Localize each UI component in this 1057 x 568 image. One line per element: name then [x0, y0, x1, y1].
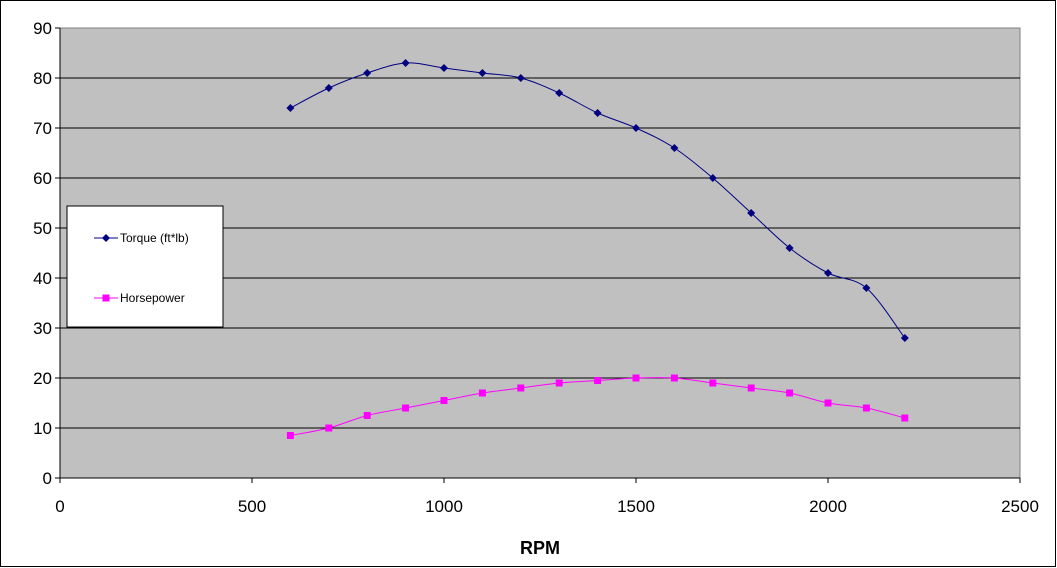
x-tick-label: 500 — [238, 497, 266, 516]
legend: Torque (ft*lb) Horsepower — [66, 205, 224, 328]
x-tick-label: 2500 — [1001, 497, 1039, 516]
data-point — [901, 414, 909, 422]
legend-label-torque: Torque (ft*lb) — [120, 231, 189, 245]
y-tick-label: 60 — [33, 169, 52, 188]
legend-label-horsepower: Horsepower — [120, 291, 185, 305]
data-point — [555, 89, 564, 97]
data-point — [862, 284, 871, 292]
data-point — [862, 404, 870, 412]
y-tick-label: 80 — [33, 69, 52, 88]
legend-box — [66, 205, 224, 328]
y-tick-label: 10 — [33, 419, 52, 438]
data-point — [824, 269, 832, 277]
legend-item-torque: Torque (ft*lb) — [94, 231, 189, 245]
data-point — [785, 244, 794, 252]
y-tick-label: 50 — [33, 219, 52, 238]
data-point — [708, 174, 717, 182]
data-point — [594, 377, 602, 384]
data-point — [670, 374, 678, 382]
data-point — [709, 379, 717, 387]
data-point — [593, 109, 602, 117]
data-point — [632, 124, 640, 132]
series-torque — [286, 59, 909, 342]
data-point — [363, 69, 372, 77]
data-point — [517, 384, 525, 392]
legend-item-horsepower: Horsepower — [94, 291, 185, 305]
data-point — [286, 432, 294, 439]
data-point — [478, 69, 487, 77]
y-tick-label: 70 — [33, 119, 52, 138]
data-point — [747, 384, 755, 392]
y-tick-label: 30 — [33, 319, 52, 338]
data-point — [402, 404, 410, 412]
series-group — [286, 59, 909, 439]
data-point — [824, 399, 832, 407]
data-point — [363, 412, 371, 419]
data-point — [401, 59, 410, 67]
x-tick-label: 1000 — [425, 497, 463, 516]
data-point — [747, 209, 756, 217]
series-horsepower — [286, 374, 909, 439]
data-point — [325, 424, 333, 432]
legend-marker-torque — [102, 234, 110, 242]
data-point — [440, 64, 448, 72]
y-tick-label: 90 — [33, 19, 52, 38]
data-point — [440, 397, 448, 404]
data-point — [670, 144, 679, 152]
data-point — [324, 84, 333, 92]
data-point — [478, 389, 486, 397]
x-axis-title: RPM — [520, 538, 560, 558]
y-tick-label: 40 — [33, 269, 52, 288]
data-point — [786, 389, 794, 397]
y-tick-label: 0 — [43, 469, 52, 488]
data-point — [900, 334, 909, 342]
y-tick-label: 20 — [33, 369, 52, 388]
x-tick-label: 2000 — [809, 497, 847, 516]
data-point — [516, 74, 525, 82]
data-point — [555, 379, 563, 387]
legend-marker-horsepower — [102, 294, 110, 302]
data-point — [286, 104, 295, 112]
x-tick-label: 1500 — [617, 497, 655, 516]
data-point — [632, 374, 640, 382]
axes: 0 10 20 30 40 50 60 70 80 90 0 500 1000 1500 2000 2500 — [33, 19, 1039, 516]
x-tick-label: 0 — [55, 497, 64, 516]
